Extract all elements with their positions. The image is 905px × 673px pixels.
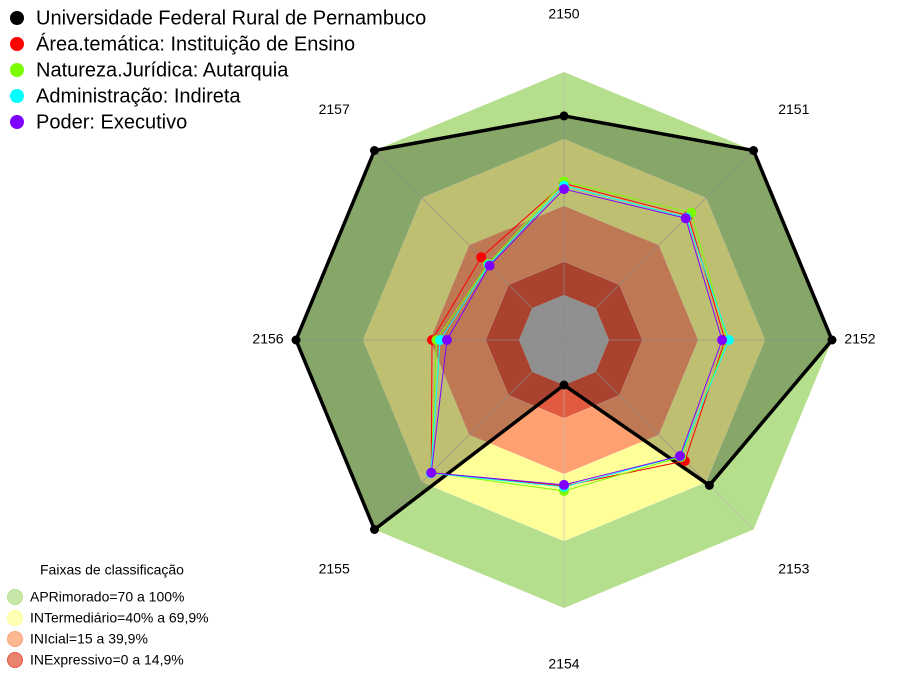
- legend-label: Natureza.Jurídica: Autarquia: [36, 59, 289, 81]
- series-point: [717, 335, 728, 345]
- bands-legend-title: Faixas de classificação: [40, 562, 184, 578]
- axis-label: 2151: [778, 101, 809, 117]
- axis-label: 2150: [548, 6, 579, 22]
- bands-legend-marker: [7, 610, 23, 626]
- spoke: [563, 150, 754, 341]
- series-point: [675, 451, 686, 462]
- legend-marker: [10, 89, 24, 103]
- series-point: [559, 479, 569, 490]
- axis-label: 2157: [319, 101, 350, 117]
- legend-label: Administração: Indireta: [36, 85, 241, 107]
- legend-label: Poder: Executivo: [36, 111, 187, 133]
- series-point: [435, 335, 446, 345]
- legend-marker: [10, 37, 24, 51]
- series-point: [723, 335, 734, 345]
- series-point: [291, 335, 301, 345]
- legend-marker: [10, 63, 24, 77]
- spoke: [374, 150, 565, 341]
- legend-marker: [10, 11, 24, 25]
- bands-legend-label: APRimorado=70 a 100%: [30, 589, 185, 605]
- series-point: [559, 380, 569, 390]
- series-point: [827, 335, 837, 345]
- series-point: [559, 184, 569, 195]
- legend-label: Universidade Federal Rural de Pernambuco: [36, 7, 426, 29]
- series-point: [369, 525, 379, 535]
- series-point: [749, 145, 759, 155]
- series-point: [369, 145, 379, 155]
- bands-legend-marker: [7, 631, 23, 647]
- axis-label: 2155: [319, 561, 350, 577]
- series-point: [476, 252, 487, 263]
- bands-legend-label: INExpressivo=0 a 14,9%: [30, 652, 184, 668]
- axis-label: 2156: [252, 331, 283, 347]
- series-point: [441, 335, 452, 345]
- series-point: [484, 260, 495, 271]
- series-point: [426, 467, 437, 478]
- spoke: [563, 339, 754, 530]
- axis-label: 2152: [844, 331, 875, 347]
- bands-legend-marker: [7, 589, 23, 605]
- legend-label: Área.temática: Instituição de Ensino: [36, 32, 355, 55]
- axis-label: 2153: [778, 561, 809, 577]
- bands-legend-label: INIcial=15 a 39,9%: [30, 631, 148, 647]
- bands-legend-label: INTermediário=40% a 69,9%: [30, 610, 209, 626]
- spoke: [374, 339, 565, 530]
- axis-label: 2154: [548, 656, 579, 672]
- bands-legend-marker: [7, 652, 23, 668]
- series-point: [680, 213, 691, 224]
- legend-marker: [10, 115, 24, 129]
- series-point: [559, 111, 569, 121]
- series-point: [704, 480, 714, 490]
